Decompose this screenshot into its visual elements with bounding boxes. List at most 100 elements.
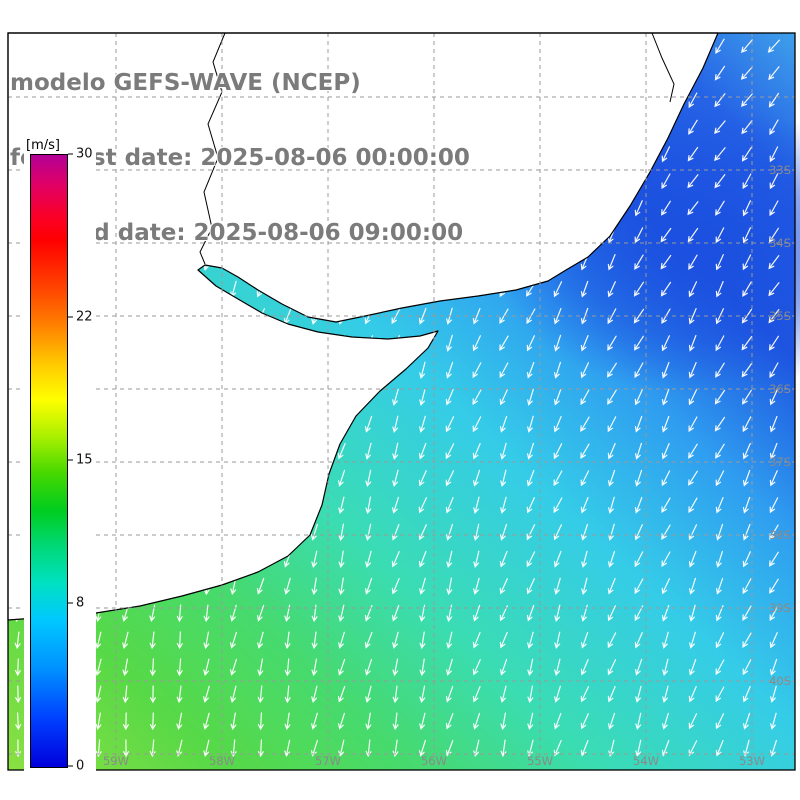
direction-arrow bbox=[715, 362, 725, 378]
direction-arrow bbox=[768, 335, 779, 351]
direction-arrow bbox=[662, 712, 669, 730]
direction-arrow bbox=[554, 685, 561, 703]
colorbar-unit-label: [m/s] bbox=[26, 138, 60, 153]
direction-arrow bbox=[337, 685, 346, 703]
direction-arrow bbox=[634, 578, 644, 595]
direction-arrow bbox=[472, 389, 482, 406]
direction-arrow bbox=[392, 739, 399, 758]
direction-arrow bbox=[123, 739, 129, 758]
direction-arrow bbox=[580, 631, 589, 649]
direction-arrow bbox=[633, 308, 645, 324]
direction-arrow bbox=[688, 334, 697, 352]
direction-arrow bbox=[661, 551, 671, 568]
direction-arrow bbox=[715, 686, 725, 703]
direction-arrow bbox=[499, 335, 509, 351]
direction-arrow bbox=[391, 604, 400, 622]
direction-arrow bbox=[446, 523, 453, 541]
direction-arrow bbox=[500, 523, 508, 541]
direction-arrow bbox=[500, 658, 508, 676]
direction-arrow bbox=[742, 469, 751, 487]
direction-arrow bbox=[608, 550, 616, 568]
direction-arrow bbox=[634, 254, 644, 270]
direction-arrow bbox=[634, 415, 643, 433]
direction-arrow bbox=[634, 496, 643, 514]
direction-arrow bbox=[581, 577, 588, 596]
direction-arrow bbox=[203, 685, 210, 703]
direction-arrow bbox=[768, 66, 780, 81]
direction-arrow bbox=[635, 739, 642, 758]
colorbar-tick-label: 15 bbox=[76, 452, 93, 468]
direction-arrow bbox=[769, 578, 779, 594]
direction-arrow bbox=[203, 604, 210, 623]
direction-arrow bbox=[365, 496, 372, 515]
direction-arrow bbox=[391, 551, 400, 568]
direction-arrow bbox=[446, 577, 453, 596]
direction-arrow bbox=[715, 281, 724, 298]
direction-arrow bbox=[365, 523, 372, 542]
direction-arrow bbox=[554, 577, 561, 595]
direction-arrow bbox=[714, 389, 726, 405]
direction-arrow bbox=[770, 739, 777, 757]
direction-arrow bbox=[661, 470, 671, 487]
direction-arrow bbox=[391, 578, 400, 595]
direction-arrow bbox=[662, 658, 669, 677]
direction-arrow bbox=[257, 712, 264, 731]
direction-arrow bbox=[257, 604, 265, 622]
direction-arrow bbox=[527, 631, 534, 649]
direction-arrow bbox=[688, 713, 698, 730]
direction-arrow bbox=[499, 578, 508, 595]
direction-arrow bbox=[338, 631, 345, 649]
direction-arrow bbox=[284, 631, 291, 650]
direction-arrow bbox=[553, 308, 562, 325]
direction-arrow bbox=[419, 577, 426, 595]
direction-arrow bbox=[553, 740, 562, 757]
colorbar-gradient bbox=[30, 154, 68, 768]
direction-arrow bbox=[715, 443, 725, 459]
direction-arrow bbox=[95, 631, 102, 650]
direction-arrow bbox=[365, 550, 372, 568]
direction-arrow bbox=[634, 389, 643, 406]
direction-arrow bbox=[419, 388, 426, 407]
direction-arrow bbox=[257, 658, 264, 677]
direction-arrow bbox=[392, 496, 399, 514]
direction-arrow bbox=[715, 632, 725, 649]
direction-arrow bbox=[338, 577, 345, 596]
direction-arrow bbox=[716, 523, 724, 541]
direction-arrow bbox=[607, 308, 617, 325]
direction-arrow bbox=[149, 739, 156, 758]
direction-arrow bbox=[742, 416, 752, 433]
direction-arrow bbox=[662, 631, 669, 649]
direction-arrow bbox=[634, 227, 644, 244]
direction-arrow bbox=[580, 280, 589, 298]
latitude-label: 34S bbox=[769, 236, 791, 250]
direction-arrow bbox=[392, 469, 399, 488]
direction-arrow bbox=[499, 551, 508, 568]
direction-arrow bbox=[230, 631, 237, 649]
direction-arrow bbox=[553, 281, 563, 298]
direction-arrow bbox=[688, 281, 698, 298]
direction-arrow bbox=[311, 550, 318, 569]
direction-arrow bbox=[446, 334, 453, 352]
direction-arrow bbox=[661, 173, 671, 190]
direction-arrow bbox=[688, 524, 698, 541]
direction-arrow bbox=[742, 659, 752, 676]
direction-arrow bbox=[742, 496, 751, 514]
direction-arrow bbox=[149, 685, 156, 704]
graticule bbox=[8, 33, 795, 770]
direction-arrow bbox=[257, 631, 264, 649]
direction-arrow bbox=[365, 685, 372, 704]
colorbar-tickmark bbox=[68, 316, 73, 318]
direction-arrow bbox=[203, 631, 210, 650]
latitude-label: 37S bbox=[769, 455, 791, 469]
direction-arrow bbox=[446, 550, 453, 569]
direction-arrow bbox=[553, 550, 562, 568]
direction-arrow bbox=[607, 281, 616, 298]
direction-arrow bbox=[661, 415, 670, 433]
direction-arrow bbox=[768, 255, 780, 270]
direction-arrow bbox=[608, 739, 615, 758]
direction-arrow bbox=[607, 254, 616, 271]
direction-arrow bbox=[608, 469, 616, 487]
direction-arrow bbox=[15, 712, 22, 731]
direction-arrow bbox=[473, 523, 480, 542]
